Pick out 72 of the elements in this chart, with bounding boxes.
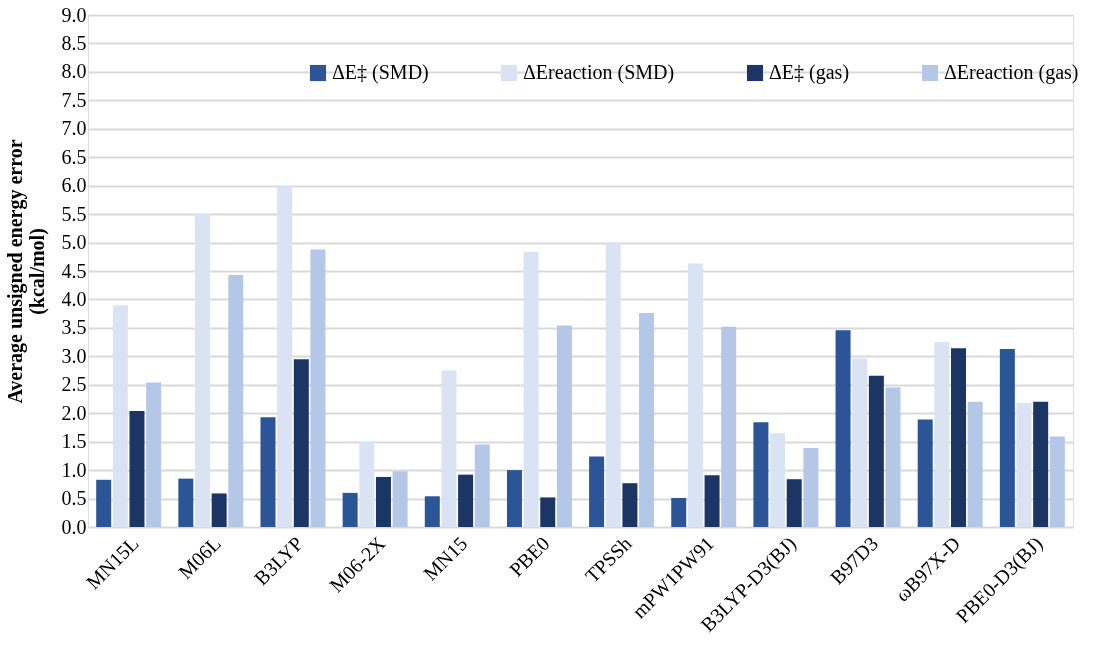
- bar: [392, 471, 408, 527]
- bar: [1033, 401, 1049, 527]
- y-tick-label: 6.5: [61, 145, 87, 168]
- bar: [803, 447, 819, 527]
- bar: [359, 441, 375, 527]
- y-tick-label: 3.0: [61, 344, 87, 367]
- y-tick-label: 6.0: [61, 174, 87, 197]
- bar: [310, 249, 326, 527]
- y-tick-label: 7.0: [61, 117, 87, 140]
- bar: [424, 496, 440, 527]
- legend-label: ΔE‡ (gas): [769, 61, 850, 84]
- bar: [260, 417, 276, 527]
- bar: [375, 476, 391, 527]
- y-tick-label: 4.5: [61, 259, 87, 282]
- bar: [770, 433, 786, 527]
- bar: [868, 375, 884, 527]
- bar: [1016, 402, 1032, 527]
- y-tick-label: 2.0: [61, 401, 87, 424]
- bar: [951, 348, 967, 527]
- y-tick-label: 1.0: [61, 458, 87, 481]
- bar: [342, 492, 358, 527]
- bar: [523, 251, 539, 527]
- bar: [622, 483, 638, 527]
- y-tick-label: 4.0: [61, 287, 87, 310]
- bar: [671, 497, 687, 527]
- y-tick-label: 8.0: [61, 60, 87, 83]
- bar: [589, 456, 605, 527]
- bar: [146, 382, 162, 527]
- bar: [96, 479, 112, 527]
- bar: [917, 419, 933, 527]
- bar: [999, 348, 1015, 527]
- bar: [967, 401, 983, 527]
- y-tick-label: 1.5: [61, 430, 87, 453]
- bar: [687, 263, 703, 527]
- bar: [129, 410, 145, 527]
- bar: [228, 274, 244, 527]
- bar: [753, 422, 769, 527]
- bar: [474, 444, 490, 527]
- bar: [786, 479, 802, 527]
- bar: [458, 474, 474, 527]
- legend-label: ΔEreaction (SMD): [523, 61, 675, 84]
- y-tick-label: 2.5: [61, 373, 87, 396]
- bar: [852, 358, 868, 527]
- y-tick-label: 0.0: [61, 515, 87, 538]
- bar: [835, 330, 851, 527]
- y-tick-label: 5.0: [61, 231, 87, 254]
- bar: [556, 325, 572, 527]
- y-tick-label: 9.0: [61, 3, 87, 26]
- bar: [885, 387, 901, 527]
- bar: [704, 475, 720, 527]
- bar: [277, 185, 293, 527]
- bar: [721, 326, 737, 527]
- y-tick-label: 5.5: [61, 202, 87, 225]
- bar: [934, 342, 950, 527]
- y-tick-label: 0.5: [61, 487, 87, 510]
- bar: [112, 305, 128, 527]
- bar: [178, 478, 194, 527]
- y-tick-label: 3.5: [61, 316, 87, 339]
- y-axis-title: Average unsigned energy error (kcal/mol): [3, 139, 49, 404]
- y-tick-label: 7.5: [61, 88, 87, 111]
- bar: [211, 493, 227, 527]
- bar: [639, 313, 655, 527]
- bar: [1049, 436, 1065, 527]
- legend-label: ΔEreaction (gas): [944, 61, 1079, 84]
- bar: [194, 214, 210, 527]
- legend-label: ΔE‡ (SMD): [332, 61, 429, 84]
- bar: [293, 359, 309, 527]
- bar: [540, 497, 556, 527]
- bar: [506, 470, 522, 527]
- bar: [441, 370, 457, 527]
- bar: [605, 242, 621, 527]
- y-tick-label: 8.5: [61, 31, 87, 54]
